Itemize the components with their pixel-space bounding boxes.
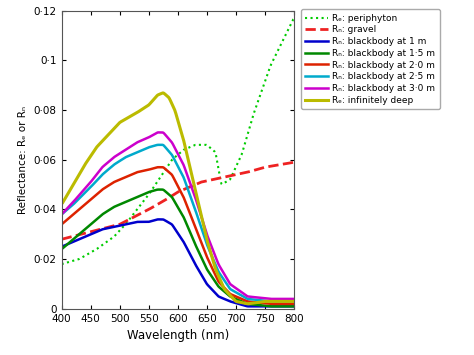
Line: Rₑ: infinitely deep: Rₑ: infinitely deep (62, 93, 294, 304)
X-axis label: Wavelength (nm): Wavelength (nm) (127, 329, 229, 342)
Rₙ: blackbody at 2·0 m: (655, 0.0183): blackbody at 2·0 m: (655, 0.0183) (207, 261, 213, 266)
Rₑ: infinitely deep: (425, 0.0518): infinitely deep: (425, 0.0518) (73, 178, 79, 182)
Rₑ: infinitely deep: (643, 0.0347): infinitely deep: (643, 0.0347) (200, 220, 206, 225)
Rₙ: blackbody at 3·0 m: (400, 0.0382): blackbody at 3·0 m: (400, 0.0382) (59, 212, 64, 216)
Rₙ: gravel: (744, 0.0566): gravel: (744, 0.0566) (259, 166, 264, 170)
Rₑ: infinitely deep: (574, 0.0869): infinitely deep: (574, 0.0869) (160, 91, 165, 95)
Rₙ: blackbody at 2·5 m: (800, 0.003): blackbody at 2·5 m: (800, 0.003) (291, 299, 297, 304)
Line: Rₙ: blackbody at 3·0 m: Rₙ: blackbody at 3·0 m (62, 132, 294, 299)
Rₙ: blackbody at 3·0 m: (704, 0.00769): blackbody at 3·0 m: (704, 0.00769) (235, 288, 241, 292)
Rₙ: blackbody at 2·5 m: (425, 0.0431): blackbody at 2·5 m: (425, 0.0431) (73, 200, 79, 204)
Rₙ: blackbody at 2·5 m: (643, 0.0307): blackbody at 2·5 m: (643, 0.0307) (200, 230, 206, 235)
Rₑ: periphyton: (744, 0.0876): periphyton: (744, 0.0876) (259, 89, 264, 93)
Rₙ: gravel: (400, 0.028): gravel: (400, 0.028) (59, 237, 64, 241)
Rₑ: periphyton: (655, 0.065): periphyton: (655, 0.065) (207, 145, 212, 149)
Rₙ: blackbody at 1·5 m: (745, 0.00138): blackbody at 1·5 m: (745, 0.00138) (259, 303, 265, 307)
Rₙ: blackbody at 1 m: (745, 0.001): blackbody at 1 m: (745, 0.001) (259, 304, 265, 308)
Line: Rₙ: blackbody at 1 m: Rₙ: blackbody at 1 m (62, 219, 294, 306)
Rₙ: blackbody at 2·5 m: (704, 0.00615): blackbody at 2·5 m: (704, 0.00615) (235, 291, 241, 296)
Rₑ: infinitely deep: (655, 0.0237): infinitely deep: (655, 0.0237) (207, 248, 213, 252)
Rₙ: blackbody at 3·0 m: (655, 0.0268): blackbody at 3·0 m: (655, 0.0268) (207, 240, 213, 244)
Rₙ: blackbody at 3·0 m: (745, 0.00438): blackbody at 3·0 m: (745, 0.00438) (259, 296, 265, 300)
Rₙ: gravel: (425, 0.0295): gravel: (425, 0.0295) (73, 234, 79, 238)
Rₑ: periphyton: (643, 0.066): periphyton: (643, 0.066) (200, 143, 205, 147)
Rₙ: gravel: (703, 0.0542): gravel: (703, 0.0542) (235, 172, 241, 176)
Rₙ: blackbody at 1·5 m: (762, 0.001): blackbody at 1·5 m: (762, 0.001) (269, 304, 274, 308)
Rₙ: blackbody at 3·0 m: (762, 0.004): blackbody at 3·0 m: (762, 0.004) (269, 297, 274, 301)
Rₑ: periphyton: (800, 0.117): periphyton: (800, 0.117) (291, 17, 297, 21)
Rₑ: infinitely deep: (400, 0.0423): infinitely deep: (400, 0.0423) (59, 202, 64, 206)
Rₙ: gravel: (643, 0.0511): gravel: (643, 0.0511) (200, 180, 205, 184)
Line: Rₑ: periphyton: Rₑ: periphyton (62, 19, 294, 264)
Rₙ: blackbody at 2·0 m: (762, 0.002): blackbody at 2·0 m: (762, 0.002) (269, 302, 274, 306)
Rₙ: gravel: (632, 0.0502): gravel: (632, 0.0502) (194, 182, 200, 186)
Rₙ: blackbody at 3·0 m: (633, 0.0429): blackbody at 3·0 m: (633, 0.0429) (194, 200, 200, 204)
Rₙ: blackbody at 2·0 m: (425, 0.0389): blackbody at 2·0 m: (425, 0.0389) (73, 210, 79, 214)
Rₙ: blackbody at 3·0 m: (643, 0.035): blackbody at 3·0 m: (643, 0.035) (200, 220, 206, 224)
Rₑ: infinitely deep: (633, 0.0452): infinitely deep: (633, 0.0452) (194, 195, 200, 199)
Rₑ: infinitely deep: (800, 0.003): infinitely deep: (800, 0.003) (291, 299, 297, 304)
Rₙ: blackbody at 1·5 m: (633, 0.0246): blackbody at 1·5 m: (633, 0.0246) (194, 246, 200, 250)
Line: Rₙ: gravel: Rₙ: gravel (62, 162, 294, 239)
Rₙ: blackbody at 1 m: (704, 0.00207): blackbody at 1 m: (704, 0.00207) (235, 301, 241, 306)
Rₙ: blackbody at 1·5 m: (400, 0.0242): blackbody at 1·5 m: (400, 0.0242) (59, 247, 64, 251)
Rₙ: blackbody at 1·5 m: (704, 0.00361): blackbody at 1·5 m: (704, 0.00361) (235, 298, 241, 302)
Rₙ: blackbody at 2·5 m: (400, 0.0382): blackbody at 2·5 m: (400, 0.0382) (59, 212, 64, 216)
Rₙ: blackbody at 3·0 m: (567, 0.071): blackbody at 3·0 m: (567, 0.071) (155, 130, 161, 135)
Rₙ: blackbody at 1 m: (655, 0.00867): blackbody at 1 m: (655, 0.00867) (207, 285, 213, 289)
Rₙ: blackbody at 1 m: (800, 0.001): blackbody at 1 m: (800, 0.001) (291, 304, 297, 308)
Line: Rₙ: blackbody at 2·5 m: Rₙ: blackbody at 2·5 m (62, 145, 294, 301)
Rₙ: blackbody at 1 m: (400, 0.0251): blackbody at 1 m: (400, 0.0251) (59, 244, 64, 248)
Rₙ: blackbody at 2·0 m: (745, 0.00238): blackbody at 2·0 m: (745, 0.00238) (259, 301, 265, 305)
Line: Rₙ: blackbody at 1·5 m: Rₙ: blackbody at 1·5 m (62, 190, 294, 306)
Rₙ: blackbody at 1·5 m: (800, 0.001): blackbody at 1·5 m: (800, 0.001) (291, 304, 297, 308)
Legend: Rₑ: periphyton, Rₙ: gravel, Rₙ: blackbody at 1 m, Rₙ: blackbody at 1·5 m, Rₙ: bl: Rₑ: periphyton, Rₙ: gravel, Rₙ: blackbod… (301, 9, 440, 109)
Rₙ: blackbody at 1·5 m: (567, 0.048): blackbody at 1·5 m: (567, 0.048) (155, 187, 161, 192)
Rₙ: blackbody at 2·5 m: (655, 0.0231): blackbody at 2·5 m: (655, 0.0231) (207, 249, 213, 253)
Rₑ: periphyton: (425, 0.0196): periphyton: (425, 0.0196) (73, 258, 79, 262)
Rₙ: blackbody at 1·5 m: (425, 0.0289): blackbody at 1·5 m: (425, 0.0289) (73, 235, 79, 239)
Rₙ: blackbody at 2·5 m: (745, 0.00338): blackbody at 2·5 m: (745, 0.00338) (259, 298, 265, 302)
Rₙ: blackbody at 2·5 m: (567, 0.066): blackbody at 2·5 m: (567, 0.066) (155, 143, 161, 147)
Rₑ: periphyton: (703, 0.0587): periphyton: (703, 0.0587) (235, 161, 241, 165)
Rₙ: blackbody at 2·0 m: (567, 0.057): blackbody at 2·0 m: (567, 0.057) (155, 165, 161, 169)
Rₙ: blackbody at 2·5 m: (762, 0.003): blackbody at 2·5 m: (762, 0.003) (269, 299, 274, 304)
Rₙ: blackbody at 1 m: (633, 0.0169): blackbody at 1 m: (633, 0.0169) (194, 265, 200, 269)
Rₑ: infinitely deep: (704, 0.00281): infinitely deep: (704, 0.00281) (235, 300, 241, 304)
Rₙ: blackbody at 2·0 m: (633, 0.0313): blackbody at 2·0 m: (633, 0.0313) (194, 229, 200, 233)
Rₑ: infinitely deep: (720, 0.00203): infinitely deep: (720, 0.00203) (245, 302, 250, 306)
Rₑ: infinitely deep: (745, 0.00285): infinitely deep: (745, 0.00285) (259, 300, 265, 304)
Line: Rₙ: blackbody at 2·0 m: Rₙ: blackbody at 2·0 m (62, 167, 294, 304)
Rₙ: blackbody at 2·0 m: (400, 0.0342): blackbody at 2·0 m: (400, 0.0342) (59, 222, 64, 226)
Rₙ: blackbody at 1·5 m: (655, 0.0141): blackbody at 1·5 m: (655, 0.0141) (207, 272, 213, 276)
Rₙ: blackbody at 2·0 m: (643, 0.025): blackbody at 2·0 m: (643, 0.025) (200, 245, 206, 249)
Rₙ: blackbody at 1 m: (567, 0.036): blackbody at 1 m: (567, 0.036) (155, 217, 161, 222)
Rₑ: periphyton: (400, 0.018): periphyton: (400, 0.018) (59, 262, 64, 266)
Rₙ: blackbody at 2·0 m: (704, 0.00461): blackbody at 2·0 m: (704, 0.00461) (235, 295, 241, 300)
Rₙ: blackbody at 3·0 m: (425, 0.0442): blackbody at 3·0 m: (425, 0.0442) (73, 197, 79, 201)
Rₑ: periphyton: (632, 0.066): periphyton: (632, 0.066) (194, 143, 200, 147)
Y-axis label: Reflectance: Rₑ or Rₙ: Reflectance: Rₑ or Rₙ (18, 106, 28, 214)
Rₙ: blackbody at 3·0 m: (800, 0.004): blackbody at 3·0 m: (800, 0.004) (291, 297, 297, 301)
Rₙ: blackbody at 2·5 m: (633, 0.038): blackbody at 2·5 m: (633, 0.038) (194, 212, 200, 217)
Rₙ: blackbody at 1·5 m: (643, 0.0193): blackbody at 1·5 m: (643, 0.0193) (200, 259, 206, 263)
Rₙ: gravel: (655, 0.0517): gravel: (655, 0.0517) (207, 178, 212, 182)
Rₙ: blackbody at 1 m: (425, 0.0275): blackbody at 1 m: (425, 0.0275) (73, 239, 79, 243)
Rₙ: gravel: (800, 0.059): gravel: (800, 0.059) (291, 160, 297, 164)
Rₙ: blackbody at 2·0 m: (800, 0.002): blackbody at 2·0 m: (800, 0.002) (291, 302, 297, 306)
Rₙ: blackbody at 1 m: (722, 0.001): blackbody at 1 m: (722, 0.001) (246, 304, 251, 308)
Rₙ: blackbody at 1 m: (643, 0.0127): blackbody at 1 m: (643, 0.0127) (200, 275, 206, 279)
